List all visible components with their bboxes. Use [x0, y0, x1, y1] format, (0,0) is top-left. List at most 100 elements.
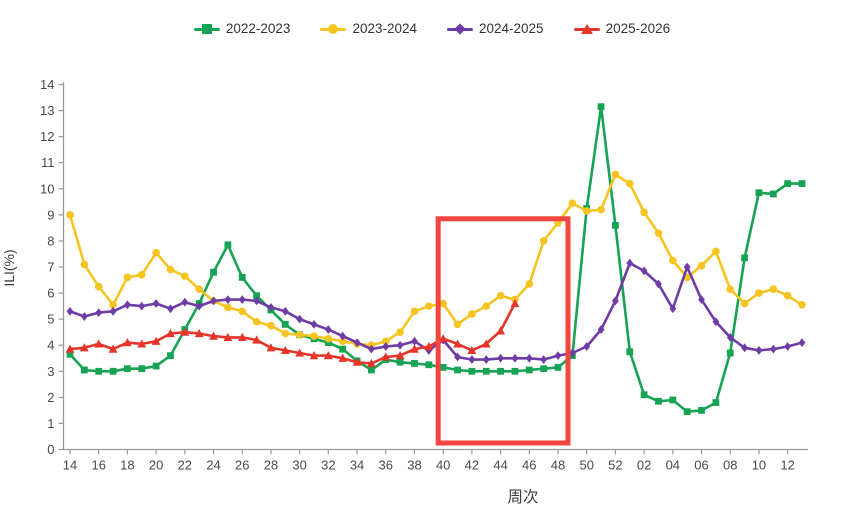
circle-marker — [123, 273, 132, 282]
circle-marker — [267, 321, 275, 330]
square-marker — [238, 274, 246, 281]
diamond-marker — [726, 332, 734, 342]
square-marker — [253, 292, 260, 300]
triangle-marker — [510, 298, 520, 308]
circle-marker — [396, 328, 404, 336]
y-tick-label: 2 — [47, 390, 54, 405]
x-tick-label: 16 — [91, 458, 105, 473]
legend-item-2023-2024[interactable]: 2023-2024 — [320, 22, 417, 36]
diamond-legend-marker-icon — [447, 22, 473, 36]
x-tick-label: 14 — [63, 458, 77, 473]
x-tick-label: 40 — [436, 458, 450, 473]
triangle-marker — [280, 345, 290, 355]
x-tick-label: 10 — [752, 458, 766, 473]
circle-marker — [453, 320, 462, 329]
circle-marker — [324, 334, 333, 343]
square-marker — [726, 349, 734, 357]
legend-label: 2022-2023 — [225, 21, 291, 36]
triangle-marker — [123, 338, 132, 347]
triangle-legend-marker-icon — [573, 22, 600, 36]
square-marker — [511, 367, 519, 375]
circle-marker — [468, 310, 476, 318]
diamond-marker — [281, 306, 289, 316]
circle-marker — [726, 285, 735, 293]
legend-item-2024-2025[interactable]: 2024-2025 — [447, 22, 544, 36]
x-tick-label: 52 — [608, 458, 622, 473]
triangle-marker — [467, 345, 477, 355]
circle-marker — [137, 271, 146, 279]
diamond-marker — [669, 304, 677, 314]
circle-marker — [640, 208, 648, 217]
x-tick-label: 50 — [579, 458, 593, 473]
legend-label: 2024-2025 — [479, 21, 544, 36]
diamond-marker — [224, 295, 232, 304]
y-tick-label: 9 — [47, 207, 54, 222]
diamond-marker — [640, 266, 648, 276]
y-tick-label: 4 — [47, 338, 54, 353]
square-marker — [368, 366, 375, 374]
diamond-marker — [167, 304, 174, 314]
diamond-marker — [568, 348, 576, 358]
diamond-marker — [396, 340, 404, 350]
square-marker — [669, 396, 677, 404]
diamond-marker — [109, 306, 117, 316]
circle-marker — [582, 207, 591, 215]
triangle-marker — [481, 339, 491, 348]
diamond-marker — [540, 355, 548, 364]
circle-marker — [195, 285, 203, 293]
diamond-marker — [597, 325, 605, 334]
square-marker — [612, 221, 619, 229]
triangle-marker — [237, 332, 247, 341]
diamond-marker — [310, 319, 318, 329]
circle-legend-marker-icon — [320, 22, 347, 36]
square-marker — [525, 366, 533, 374]
square-marker — [640, 391, 648, 399]
square-marker — [482, 367, 490, 375]
square-marker — [396, 358, 404, 366]
triangle-marker — [166, 328, 175, 338]
circle-marker — [410, 307, 419, 316]
diamond-marker — [655, 279, 662, 289]
square-marker — [339, 345, 347, 353]
y-tick-label: 5 — [47, 312, 54, 327]
square-marker — [124, 365, 131, 373]
diamond-marker — [296, 314, 304, 324]
x-tick-label: 02 — [637, 458, 651, 473]
diamond-marker — [511, 353, 519, 363]
square-marker — [626, 348, 634, 356]
diamond-marker — [497, 353, 504, 363]
square-marker — [411, 360, 418, 367]
y-tick-label: 6 — [47, 286, 54, 301]
circle-marker — [525, 280, 534, 288]
highlight-box — [435, 216, 571, 446]
circle-marker — [425, 302, 433, 310]
circle-marker — [152, 248, 160, 257]
square-marker — [655, 397, 662, 405]
diamond-marker — [554, 351, 562, 361]
square-marker — [468, 367, 476, 375]
circle-marker — [712, 247, 720, 256]
circle-marker — [755, 289, 763, 297]
triangle-marker — [367, 358, 376, 368]
diamond-marker — [382, 342, 390, 351]
triangle-marker — [209, 331, 218, 340]
x-tick-label: 26 — [235, 458, 249, 473]
x-tick-label: 12 — [780, 458, 794, 473]
diamond-marker — [368, 344, 375, 354]
x-tick-label: 28 — [264, 458, 278, 473]
diamond-marker — [583, 342, 591, 351]
circle-marker — [281, 329, 290, 338]
circle-marker — [338, 337, 347, 346]
x-tick-label: 18 — [120, 458, 134, 473]
square-marker — [769, 190, 777, 198]
x-tick-label: 48 — [551, 458, 565, 473]
square-marker — [425, 361, 433, 369]
legend-item-2025-2026[interactable]: 2025-2026 — [573, 22, 670, 36]
legend-item-2022-2023[interactable]: 2022-2023 — [193, 21, 291, 36]
triangle-marker — [453, 339, 462, 348]
y-tick-label: 13 — [40, 103, 54, 118]
diamond-marker — [741, 343, 748, 353]
diamond-marker — [411, 336, 418, 346]
y-tick-label: 1 — [47, 416, 54, 431]
